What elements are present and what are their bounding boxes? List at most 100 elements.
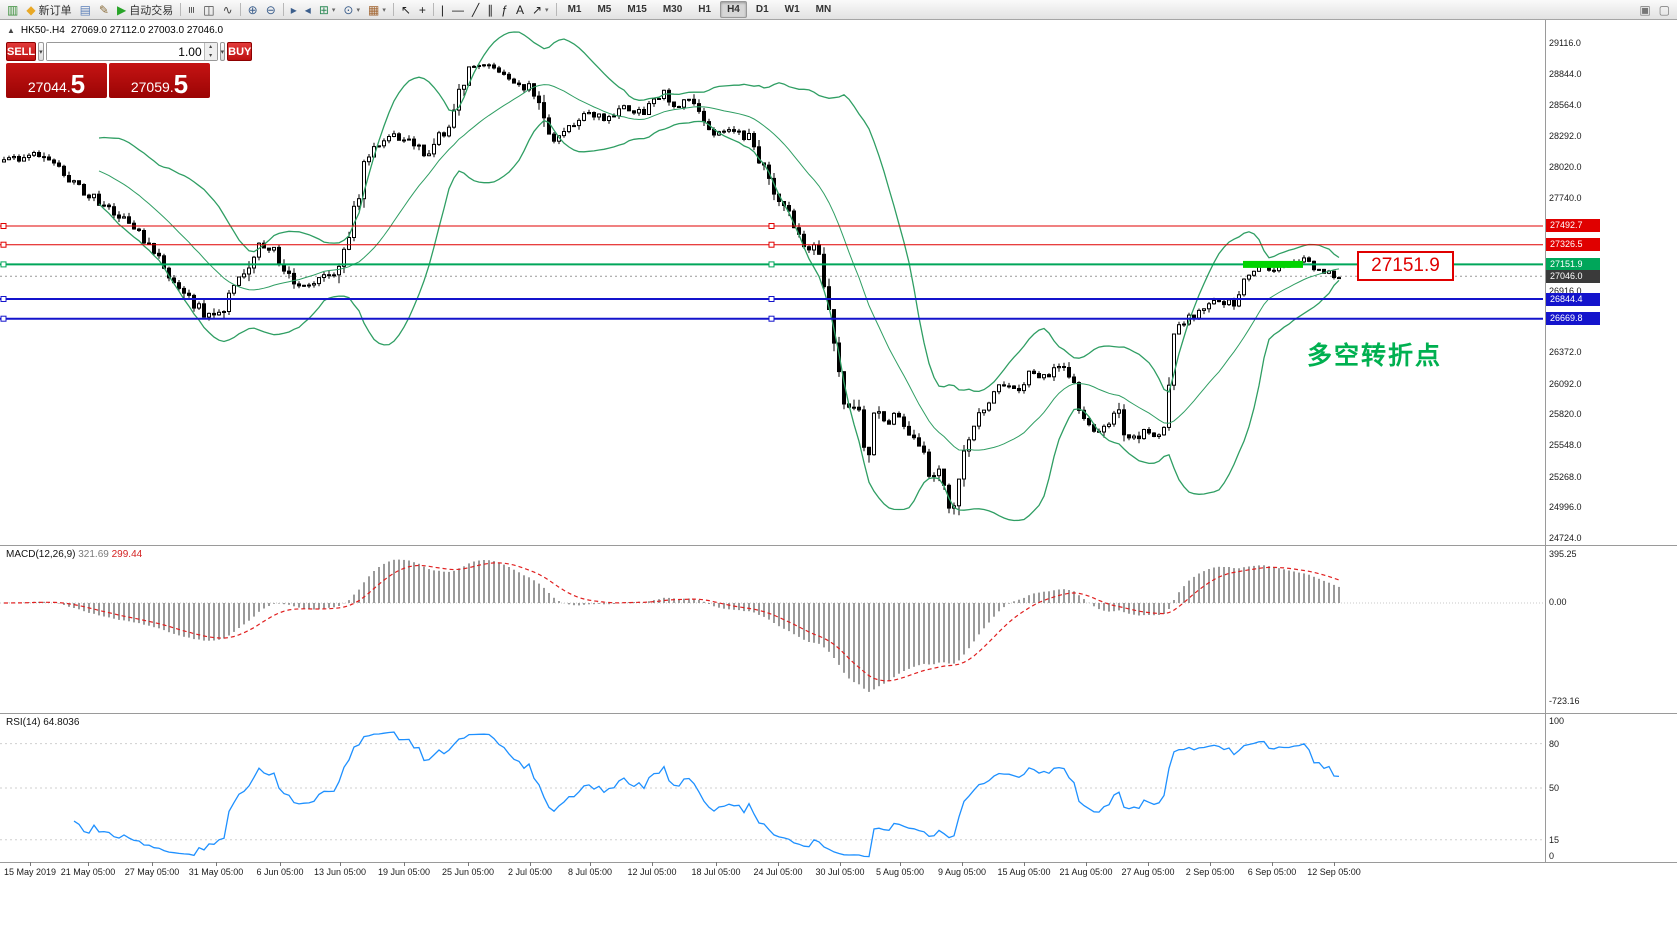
- time-axis-label: 6 Sep 05:00: [1247, 867, 1297, 877]
- timeframe-H4-button[interactable]: H4: [720, 1, 747, 18]
- templates-button-caret-icon[interactable]: ▾: [382, 6, 386, 14]
- bars-mode-button[interactable]: ≡: [184, 1, 199, 19]
- line-handle[interactable]: [0, 261, 7, 268]
- price-tick-label: 25548.0: [1549, 440, 1582, 450]
- timeframe-MN-button[interactable]: MN: [815, 4, 832, 15]
- price-chart-canvas[interactable]: [0, 20, 1545, 545]
- chart-window-button[interactable]: ▤: [76, 1, 95, 19]
- time-axis-label: 30 Jul 05:00: [815, 867, 865, 877]
- crosshair-button[interactable]: +: [415, 1, 430, 19]
- charts-grid-button[interactable]: ▥: [3, 1, 22, 19]
- editor-button[interactable]: ✎: [95, 1, 113, 19]
- lot-increase-button[interactable]: ▴: [204, 43, 217, 52]
- line-handle[interactable]: [768, 223, 775, 229]
- buy-options-caret-icon[interactable]: ▾: [219, 42, 226, 61]
- autotrading-button[interactable]: ▶ 自动交易: [113, 1, 177, 19]
- autoscroll-button[interactable]: ▸: [287, 1, 301, 19]
- timeframe-W1-button[interactable]: W1: [784, 4, 800, 15]
- bollinger-middle-band: [98, 84, 1340, 451]
- price-tick-label: 24996.0: [1549, 502, 1582, 512]
- arrows-icon: ↗: [531, 2, 543, 17]
- chart-title: ▲ HK50-.H4 27069.0 27112.0 27003.0 27046…: [7, 25, 223, 36]
- price-tag-27326.5: 27326.5: [1546, 238, 1600, 251]
- price-tick-label: 25268.0: [1549, 472, 1582, 482]
- lot-size-input[interactable]: [46, 43, 204, 60]
- line-handle[interactable]: [768, 241, 775, 248]
- zoom-in-button[interactable]: ⊕: [244, 1, 262, 19]
- text-icon: A: [515, 2, 524, 17]
- indicators-button-caret-icon[interactable]: ▾: [331, 6, 336, 14]
- chart-shift-icon: ◂: [304, 2, 311, 17]
- zoom-out-icon: ⊖: [265, 2, 276, 17]
- horizontal-line-button[interactable]: —: [448, 1, 468, 19]
- line-handle[interactable]: [0, 315, 7, 322]
- time-tick: [340, 862, 341, 866]
- toolbar-separator: [392, 3, 394, 16]
- price-tag-26844.4: 26844.4: [1546, 293, 1600, 306]
- templates-button[interactable]: ▦ ▾: [364, 1, 390, 19]
- sell-button[interactable]: SELL: [6, 42, 37, 61]
- trendline-button[interactable]: ╱: [468, 1, 483, 19]
- timeframe-M1-button[interactable]: M1: [567, 4, 582, 15]
- timeframe-D1-button[interactable]: D1: [755, 4, 769, 15]
- turning-point-note[interactable]: 多空转折点: [1307, 342, 1443, 370]
- time-axis-label: 9 Aug 05:00: [937, 867, 987, 877]
- timeframe-group: M1 M5 M15 M30 H1 H4 D1 W1 MN: [560, 0, 840, 19]
- zoom-out-button[interactable]: ⊖: [262, 1, 280, 19]
- panel-splitter[interactable]: [0, 713, 1677, 714]
- panel-splitter[interactable]: [0, 545, 1677, 546]
- line-handle[interactable]: [0, 296, 7, 302]
- rsi-panel-canvas[interactable]: [0, 714, 1545, 862]
- macd-signal-line: [4, 562, 1340, 682]
- lot-decrease-button[interactable]: ▾: [204, 51, 217, 60]
- cursor-button[interactable]: ↖: [397, 1, 415, 19]
- time-tick: [88, 862, 89, 866]
- time-axis-label: 12 Jul 05:00: [627, 867, 677, 877]
- candles-mode-button[interactable]: ◫: [199, 1, 218, 19]
- arrows-button-caret-icon[interactable]: ▾: [545, 6, 549, 14]
- fibonacci-button[interactable]: ƒ: [497, 1, 512, 19]
- line-mode-button[interactable]: ∿: [219, 1, 237, 19]
- crosshair-icon: +: [418, 2, 426, 17]
- time-tick: [530, 862, 531, 866]
- buy-button[interactable]: BUY: [227, 42, 253, 61]
- sell-price-display[interactable]: 27044. 5: [6, 63, 107, 98]
- arrows-button[interactable]: ↗ ▾: [528, 1, 553, 19]
- channel-button[interactable]: ∥: [483, 1, 497, 19]
- line-handle[interactable]: [768, 261, 775, 268]
- rsi-value: 64.8036: [43, 717, 80, 728]
- text-button[interactable]: A: [512, 1, 528, 19]
- timeframe-M15-button[interactable]: M15: [627, 4, 647, 15]
- chart-shift-button[interactable]: ◂: [301, 1, 315, 19]
- window-new-button[interactable]: ▢: [1655, 1, 1674, 19]
- price-annotation-label[interactable]: 27151.9: [1357, 251, 1454, 281]
- periods-button[interactable]: ⊙ ▾: [339, 1, 364, 19]
- price-tick-label: 28564.0: [1549, 100, 1582, 110]
- macd-panel-canvas[interactable]: [0, 546, 1545, 713]
- timeframe-H1-button[interactable]: H1: [698, 4, 712, 15]
- line-handle[interactable]: [768, 296, 775, 302]
- line-handle[interactable]: [0, 223, 7, 229]
- macd-signal-value: 299.44: [111, 549, 143, 560]
- price-tick-label: 26916.0: [1549, 286, 1582, 296]
- macd-main-value: 321.69: [78, 549, 109, 560]
- new-order-button[interactable]: ◆ 新订单: [22, 1, 75, 19]
- time-tick: [1148, 862, 1149, 866]
- window-layout-icon: ▣: [1639, 2, 1651, 17]
- line-handle[interactable]: [768, 315, 775, 322]
- buy-price-display[interactable]: 27059. 5: [109, 63, 210, 98]
- timeframe-M5-button[interactable]: M5: [597, 4, 612, 15]
- window-layout-button[interactable]: ▣: [1635, 1, 1654, 19]
- line-handle[interactable]: [0, 241, 7, 248]
- periods-button-caret-icon[interactable]: ▾: [356, 6, 360, 14]
- indicators-button[interactable]: ⊞ ▾: [315, 1, 340, 19]
- price-tag-27151.9: 27151.9: [1546, 258, 1600, 271]
- timeframe-M30-button[interactable]: M30: [662, 4, 683, 15]
- sell-options-caret-icon[interactable]: ▾: [38, 42, 44, 61]
- time-axis-label: 15 May 2019: [3, 867, 57, 877]
- zoom-in-icon: ⊕: [247, 2, 258, 17]
- vertical-line-button[interactable]: |: [437, 1, 448, 19]
- one-click-collapse-icon[interactable]: ▲: [7, 26, 15, 35]
- time-tick: [716, 862, 717, 866]
- highlight-segment[interactable]: [1243, 260, 1303, 268]
